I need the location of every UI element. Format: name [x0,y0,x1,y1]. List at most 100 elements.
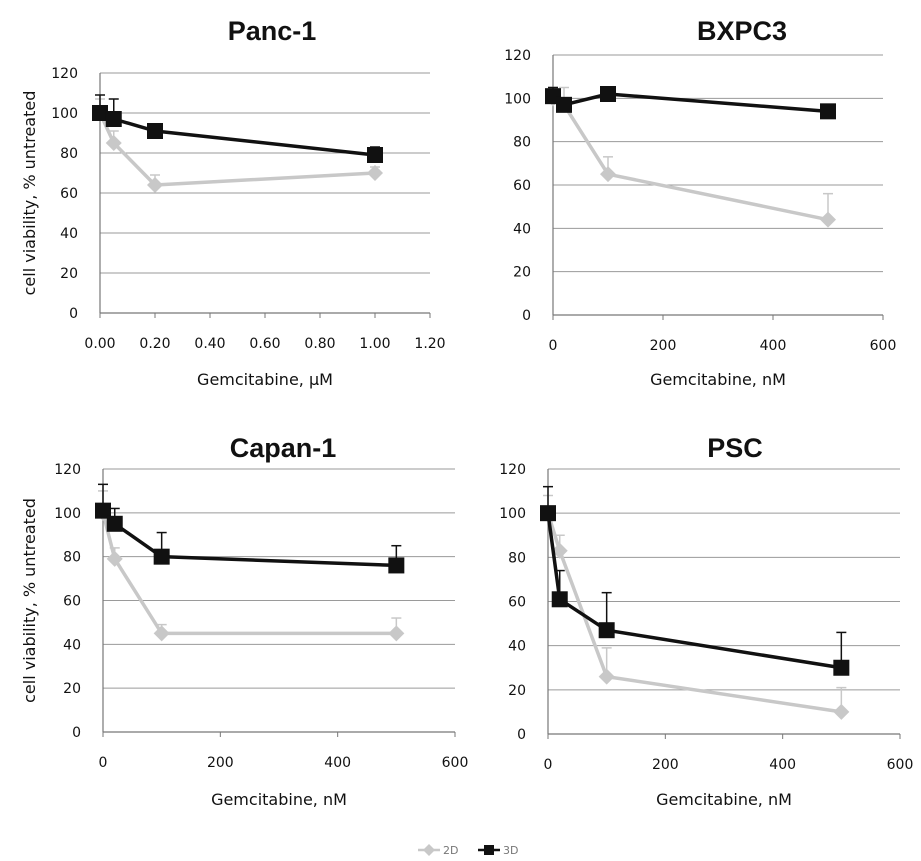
y-tick-label: 100 [54,506,81,522]
y-tick-label: 0 [517,727,526,743]
data-point [106,515,123,532]
y-tick-label: 20 [508,683,526,699]
y-tick-label: 0 [69,306,78,322]
data-point [833,703,850,720]
data-point [106,550,123,567]
legend: 2D 3D [418,844,518,857]
x-axis-label: Gemcitabine, nM [656,790,792,809]
x-axis-label: Gemcitabine, nM [650,370,786,389]
y-tick-label: 40 [508,639,526,655]
data-point [551,591,568,608]
series-line [101,509,397,568]
data-point [600,86,616,102]
y-tick-label: 120 [51,66,78,82]
data-point [540,505,556,522]
legend-swatch-marker [484,845,494,855]
y-tick-label: 80 [60,146,78,162]
x-tick-label: 400 [760,338,787,354]
chart-title: BXPC3 [697,16,787,46]
x-tick-label: 0.20 [139,336,170,352]
x-tick-label: 200 [207,755,234,771]
y-tick-label: 80 [63,550,81,566]
data-point [388,557,405,574]
chart-panel: Panc-1 0 20 40 60 80 100 120 0.00 0.20 0.40 0.60 0.8… [20,16,446,389]
y-tick-label: 60 [63,594,81,610]
x-tick-label: 200 [650,338,677,354]
data-point [105,111,122,127]
x-tick-label: 0.60 [249,336,280,352]
x-tick-label: 600 [442,755,469,771]
chart-title: Capan-1 [230,433,337,463]
y-tick-label: 0 [72,725,81,741]
y-axis-label: cell viability, % untreated [20,498,39,703]
x-tick-label: 0.40 [194,336,225,352]
data-point [551,542,568,559]
x-tick-label: 0 [99,755,108,771]
data-point [147,123,163,139]
data-point [147,177,163,193]
chart-title: Panc-1 [228,16,317,46]
series-line [552,96,829,222]
series-line [101,512,397,636]
chart-panel: BXPC3 0 20 40 60 80 100 120 0 200 400 600 Gemcitabin… [504,16,896,389]
data-point [367,147,383,163]
data-point [95,502,111,519]
x-tick-label: 0 [549,338,558,354]
series-line [546,512,842,670]
y-tick-label: 100 [504,91,531,107]
series-line [551,92,829,114]
data-point [388,625,405,642]
chart-panel: Capan-1 0 20 40 60 80 100 120 0 200 400 600 Gemcitab… [20,433,468,809]
x-tick-label: 1.00 [359,336,390,352]
y-axis-label: cell viability, % untreated [20,91,39,296]
data-point [600,166,616,183]
data-point [92,105,108,121]
data-point [153,625,170,642]
legend-label: 3D [503,844,518,857]
y-tick-label: 120 [499,462,526,478]
x-tick-label: 1.20 [414,336,445,352]
data-point [153,548,170,565]
chart-title: PSC [707,433,763,463]
y-tick-label: 20 [513,265,531,281]
y-tick-label: 60 [508,595,526,611]
series-line [99,111,376,157]
x-tick-label: 600 [887,757,914,773]
data-point [820,211,836,228]
y-tick-label: 100 [51,106,78,122]
y-tick-label: 120 [504,48,531,64]
series-line [98,112,376,187]
data-point [367,165,383,181]
x-tick-label: 400 [324,755,351,771]
y-tick-label: 20 [63,681,81,697]
y-tick-label: 20 [60,266,78,282]
legend-swatch-marker [423,844,435,856]
x-tick-label: 0.00 [84,336,115,352]
x-tick-label: 0.80 [304,336,335,352]
data-point [556,96,572,113]
legend-label: 2D [443,844,458,857]
data-point [598,668,615,685]
y-tick-label: 60 [60,186,78,202]
y-tick-label: 60 [513,178,531,194]
data-point [833,659,850,676]
y-tick-label: 40 [60,226,78,242]
data-point [820,103,836,120]
y-tick-label: 120 [54,462,81,478]
y-tick-label: 80 [508,550,526,566]
x-tick-label: 600 [870,338,897,354]
y-tick-label: 0 [522,308,531,324]
data-point [105,135,122,151]
x-tick-label: 0 [544,757,553,773]
y-tick-label: 100 [499,506,526,522]
y-tick-label: 80 [513,135,531,151]
x-tick-label: 400 [769,757,796,773]
x-axis-label: Gemcitabine, nM [211,790,347,809]
y-tick-label: 40 [63,637,81,653]
data-point [598,622,615,639]
x-axis-label: Gemcitabine, μM [197,370,333,389]
x-tick-label: 200 [652,757,679,773]
chart-panel: PSC 0 20 40 60 80 100 120 0 200 400 600 Gemcitabine,… [499,433,913,809]
series-line [546,512,842,714]
